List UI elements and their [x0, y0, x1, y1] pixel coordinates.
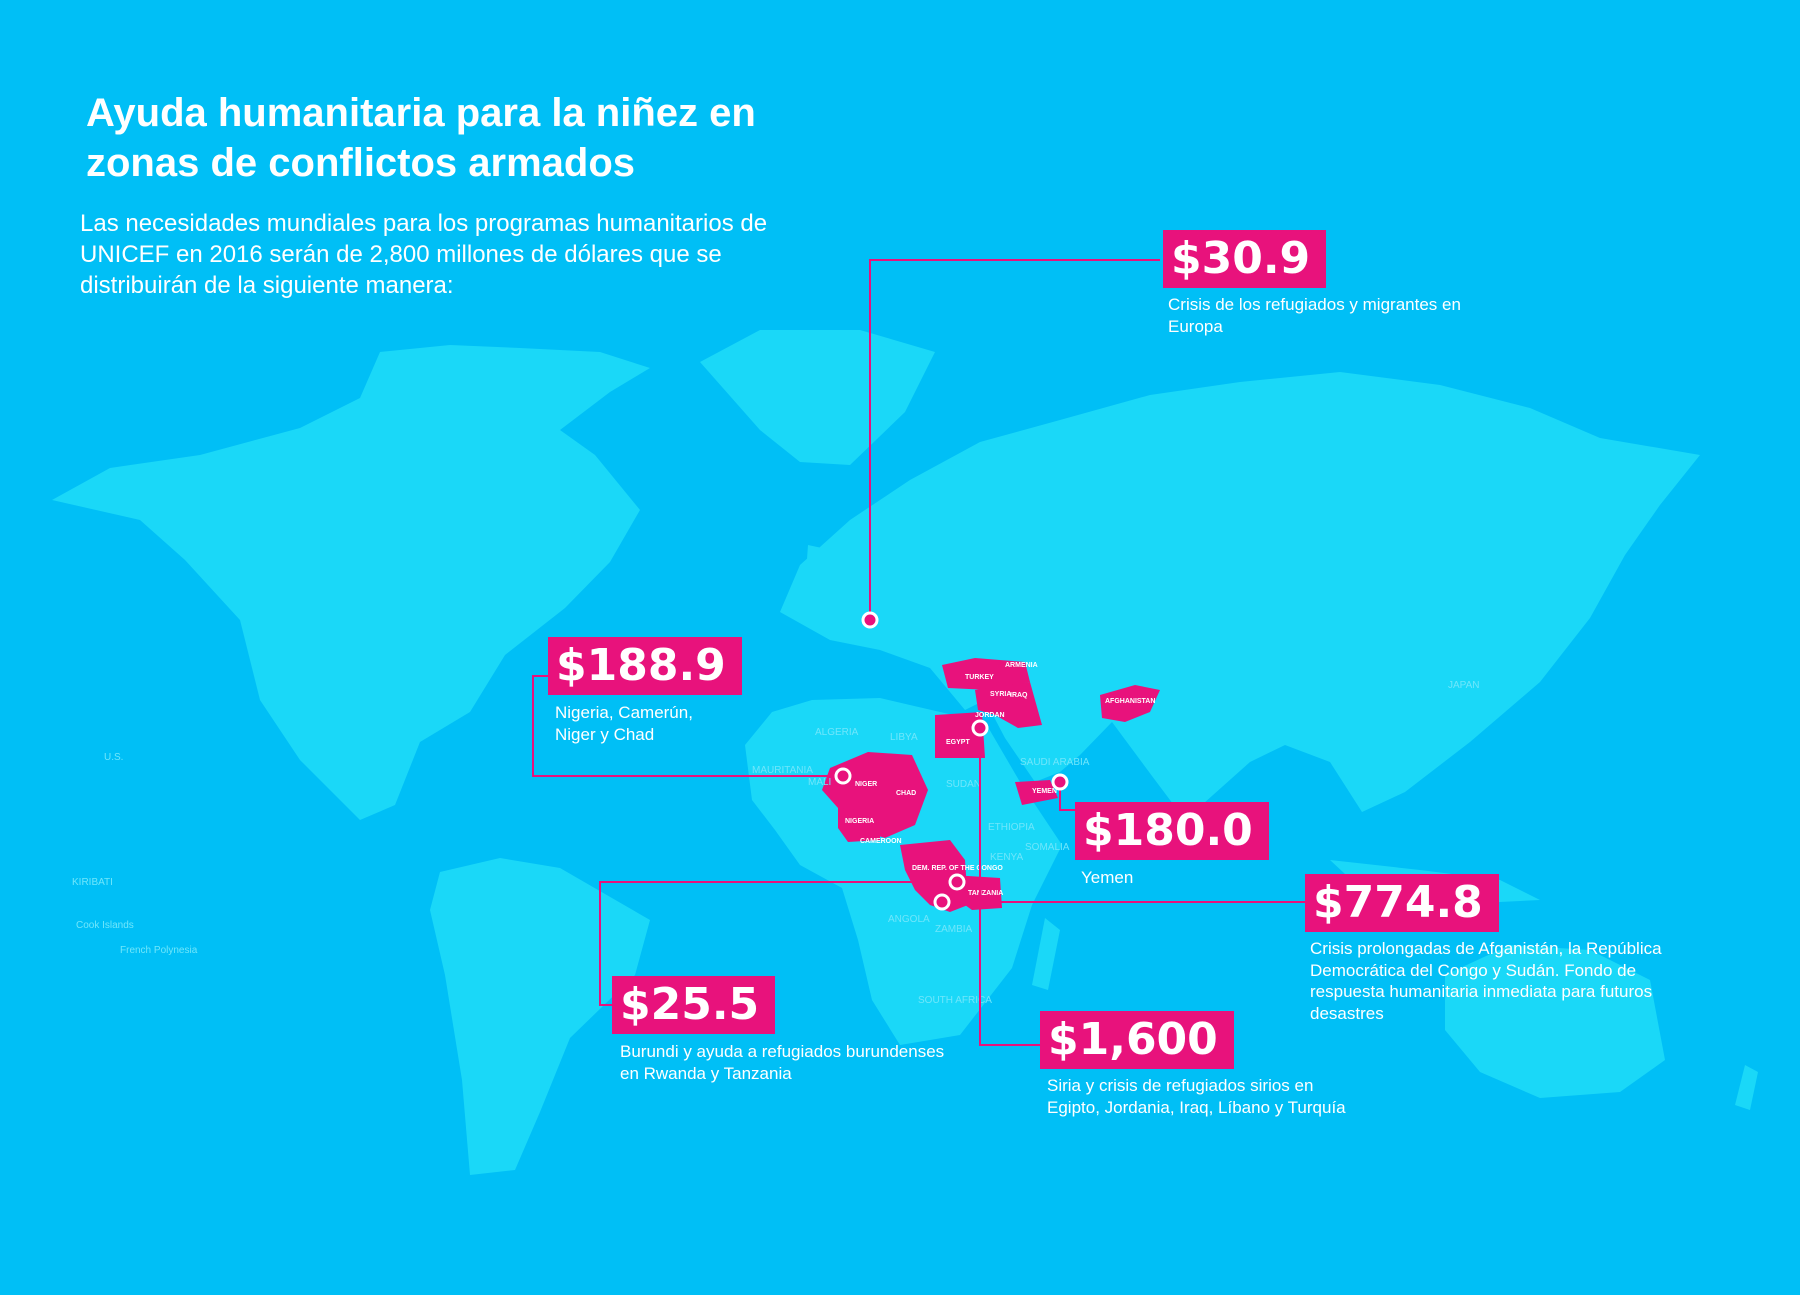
amount-badge-europe: $30.9 — [1163, 230, 1327, 288]
label-kiribati: KIRIBATI — [72, 877, 113, 888]
label-algeria: ALGERIA — [815, 727, 859, 738]
label-kenya: KENYA — [990, 852, 1023, 863]
turkey-shape — [942, 658, 1030, 690]
label-somalia: SOMALIA — [1025, 842, 1070, 853]
label-zambia: ZAMBIA — [935, 924, 973, 935]
label-yemen: YEMEN — [1032, 788, 1057, 795]
label-niger: NIGER — [855, 781, 877, 788]
new-zealand-shape — [1735, 1065, 1758, 1110]
label-chad: CHAD — [896, 790, 916, 797]
description-yemen: Yemen — [1081, 868, 1134, 887]
amount-badge-syria: $1,600 — [1040, 1011, 1234, 1069]
marker-nigeria — [834, 767, 852, 785]
label-libya: LIBYA — [890, 732, 918, 743]
label-japan: JAPAN — [1448, 680, 1480, 691]
label-angola: ANGOLA — [888, 914, 930, 925]
amount-badge-burundi: $25.5 — [612, 976, 776, 1034]
amount-badge-afghanistan: $774.8 — [1305, 874, 1499, 932]
japan-shape — [1450, 655, 1480, 720]
nigeria-shape — [838, 808, 880, 842]
page-title: Ayuda humanitaria para la niñez en zonas… — [86, 91, 756, 185]
yemen-shape — [1015, 780, 1058, 805]
label-us: U.S. — [104, 752, 123, 763]
map-background-labels: ALGERIA LIBYA SUDAN SAUDI ARABIA ETHIOPI… — [72, 680, 1480, 1006]
connector-europe — [869, 259, 1160, 620]
connector-burundi — [599, 881, 945, 1006]
south-america-shape — [430, 858, 650, 1175]
location-markers — [834, 611, 1069, 911]
uk-shape — [805, 545, 822, 588]
label-turkey: TURKEY — [965, 674, 994, 681]
marker-europe — [861, 611, 879, 629]
description-europe: Crisis de los refugiados y migrantes en … — [1168, 295, 1461, 336]
label-cameroon: CAMEROON — [860, 838, 902, 845]
marker-burundi — [933, 893, 951, 911]
label-nigeria: NIGERIA — [845, 818, 874, 825]
page-subtitle: Las necesidades mundiales para los progr… — [80, 210, 768, 299]
description-nigeria: Nigeria, Camerún, Niger y Chad — [555, 703, 693, 744]
marker-drc — [948, 873, 966, 891]
label-saudi-arabia: SAUDI ARABIA — [1020, 757, 1090, 768]
north-america-shape — [52, 345, 650, 820]
label-iraq: IRAQ — [1010, 692, 1028, 699]
egypt-shape — [935, 712, 985, 758]
afghanistan-shape — [1100, 685, 1160, 722]
amount-badge-nigeria: $188.9 — [548, 637, 742, 695]
amount-badge-yemen: $180.0 — [1075, 802, 1269, 860]
madagascar-shape — [1032, 918, 1060, 990]
label-egypt: EGYPT — [946, 739, 970, 746]
label-armenia: ARMENIA — [1005, 662, 1038, 669]
drc-shape — [900, 840, 968, 912]
label-afghanistan: AFGHANISTAN — [1105, 698, 1155, 705]
land-masses — [52, 330, 1758, 1175]
label-cook-islands: Cook Islands — [76, 920, 134, 931]
syria-iraq-shape — [975, 682, 1042, 728]
description-syria: Siria y crisis de refugiados sirios en E… — [1047, 1076, 1346, 1117]
connector-yemen — [1059, 782, 1075, 811]
australia-shape — [1445, 945, 1665, 1098]
label-mauritania: MAURITANIA — [752, 765, 813, 776]
description-afghanistan: Crisis prolongadas de Afganistán, la Rep… — [1310, 939, 1662, 1023]
greenland-shape — [700, 330, 935, 465]
label-french-polynesia: French Polynesia — [120, 945, 198, 956]
label-syria: SYRIA — [990, 691, 1011, 698]
label-jordan: JORDAN — [975, 712, 1005, 719]
connector-syria — [979, 728, 1040, 1046]
label-ethiopia: ETHIOPIA — [988, 822, 1035, 833]
label-drc: DEM. REP. OF THE CONGO — [912, 865, 1003, 872]
label-sudan: SUDAN — [946, 779, 981, 790]
description-burundi: Burundi y ayuda a refugiados burundenses… — [620, 1042, 945, 1083]
connector-nigeria — [532, 675, 843, 777]
label-tanzania: TANZANIA — [968, 890, 1003, 897]
marker-syria — [971, 719, 989, 737]
label-south-africa: SOUTH AFRICA — [918, 995, 992, 1006]
marker-yemen — [1051, 773, 1069, 791]
label-mali: MALI — [808, 777, 831, 788]
connector-lines — [532, 259, 1305, 1046]
